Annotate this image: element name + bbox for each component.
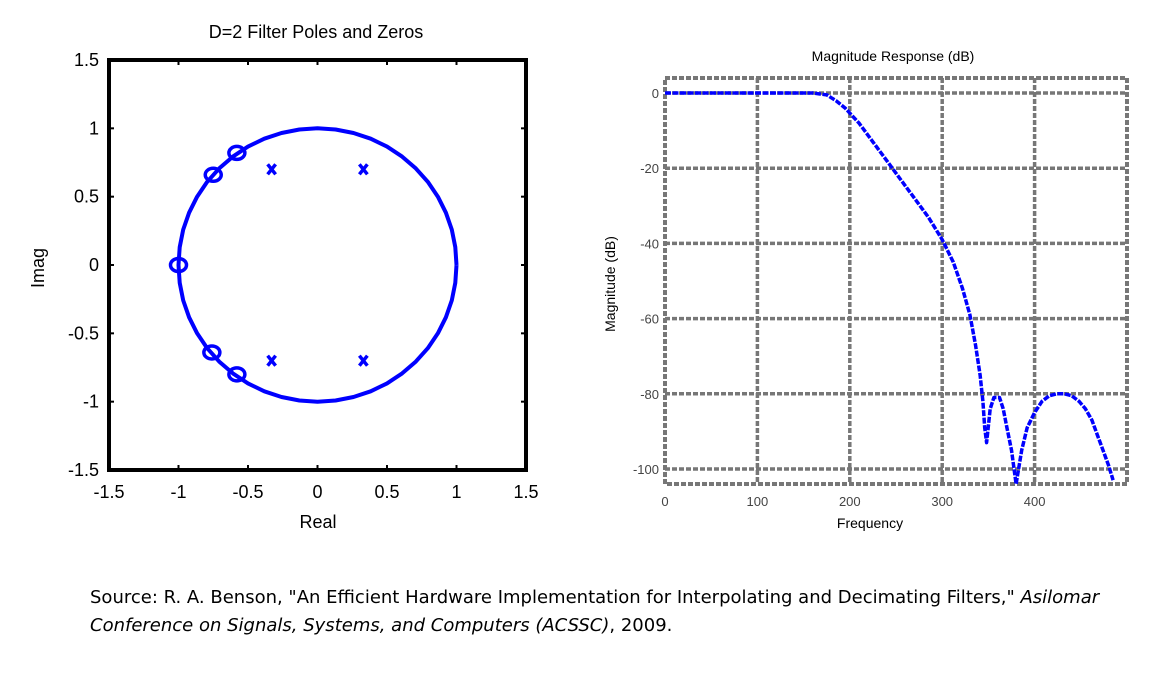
mag-y-axis-label: Magnitude (dB) xyxy=(602,236,618,332)
source-caption: Source: R. A. Benson, "An Efficient Hard… xyxy=(90,584,1160,640)
pz-x-tick-label: -1.5 xyxy=(93,482,124,502)
unit-circle xyxy=(176,126,459,404)
pz-x-tick-label: 1 xyxy=(451,482,461,502)
pz-y-tick-label: 1.5 xyxy=(74,50,99,70)
mag-x-tick-label: 400 xyxy=(1024,494,1046,509)
pz-y-tick-label: 0 xyxy=(89,255,99,275)
pz-ticks xyxy=(109,60,526,470)
zero-marker xyxy=(168,256,189,274)
caption-prefix: Source: R. A. Benson, "An Efficient Hard… xyxy=(90,587,1021,608)
pz-y-axis-label: Imag xyxy=(28,248,48,288)
pz-x-tick-label: -0.5 xyxy=(232,482,263,502)
pz-x-axis-label: Real xyxy=(299,512,336,532)
pz-y-tick-label: -1 xyxy=(83,392,99,412)
pz-x-tick-label: 0 xyxy=(312,482,322,502)
pz-plot-area xyxy=(168,126,459,404)
pole-marker xyxy=(358,163,369,176)
mag-y-tick-label: -60 xyxy=(640,312,659,327)
mag-x-tick-label: 100 xyxy=(747,494,769,509)
pole-marker xyxy=(266,354,277,367)
zero-marker xyxy=(227,144,247,162)
pz-y-tick-label: -1.5 xyxy=(68,460,99,480)
pz-chart: D=2 Filter Poles and Zeros -1.5 -1 -0.5 0 0.… xyxy=(28,22,539,532)
mag-plot-area xyxy=(665,91,1115,486)
pz-y-tick-label: -0.5 xyxy=(68,323,99,343)
mag-y-tick-label: 0 xyxy=(652,86,659,101)
zero-marker xyxy=(227,366,247,383)
pz-x-tick-label: 1.5 xyxy=(513,482,538,502)
mag-grid xyxy=(665,78,1127,484)
mag-x-tick-label: 0 xyxy=(661,494,668,509)
zero-marker xyxy=(203,166,223,184)
caption-venue: Asilomar Conference on Signals, Systems,… xyxy=(90,587,1100,636)
mag-x-tick-labels: 0 100 200 300 400 xyxy=(661,494,1045,509)
mag-axes-box xyxy=(663,76,1129,486)
pz-y-tick-label: 1 xyxy=(89,118,99,138)
pole-marker xyxy=(358,354,369,367)
mag-title: Magnitude Response (dB) xyxy=(812,48,975,64)
pole-marker xyxy=(266,163,277,176)
mag-x-tick-label: 300 xyxy=(931,494,953,509)
mag-y-tick-label: -40 xyxy=(640,236,659,251)
zero-marker xyxy=(202,344,222,361)
pz-title: D=2 Filter Poles and Zeros xyxy=(209,22,424,42)
pz-x-tick-label: -1 xyxy=(170,482,186,502)
pz-y-tick-labels: 1.5 1 0.5 0 -0.5 -1 -1.5 xyxy=(68,50,99,480)
pz-y-tick-label: 0.5 xyxy=(74,187,99,207)
mag-y-tick-label: -80 xyxy=(640,387,659,402)
caption-suffix: , 2009. xyxy=(609,615,673,636)
mag-x-axis-label: Frequency xyxy=(837,515,903,531)
pz-x-tick-labels: -1.5 -1 -0.5 0 0.5 1 1.5 xyxy=(93,482,538,502)
mag-y-tick-label: -100 xyxy=(633,462,659,477)
mag-y-tick-label: -20 xyxy=(640,161,659,176)
magnitude-series-line xyxy=(665,91,1115,486)
mag-chart: Magnitude Response (dB) 0 100 200 300 400 0 -… xyxy=(602,48,1129,531)
mag-x-tick-label: 200 xyxy=(839,494,861,509)
pz-x-tick-label: 0.5 xyxy=(374,482,399,502)
mag-y-tick-labels: 0 -20 -40 -60 -80 -100 xyxy=(633,86,659,477)
